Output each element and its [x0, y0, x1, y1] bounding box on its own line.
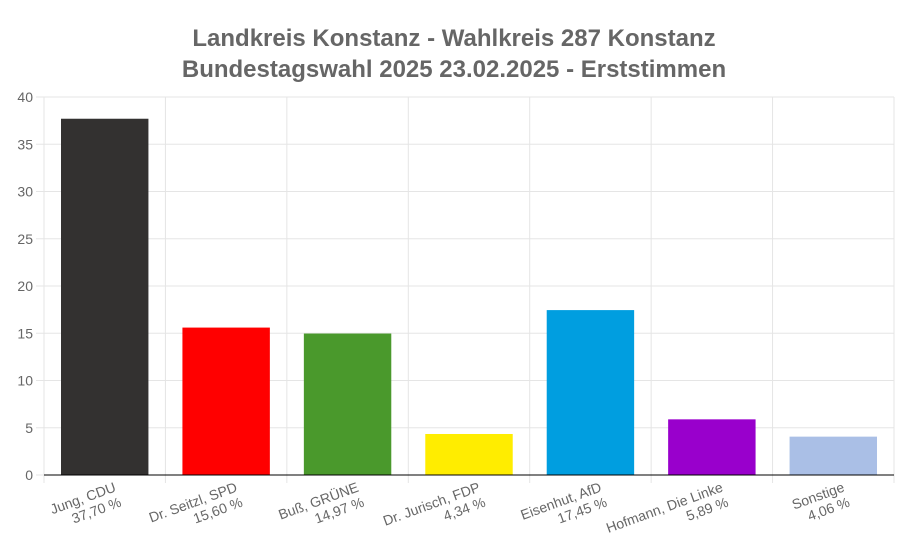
bars [61, 118, 877, 476]
x-category-label: Buß, GRÜNE14,97 % [276, 478, 366, 538]
x-category-label: Hofmann, Die Linke5,89 % [604, 479, 731, 551]
y-tick-label: 30 [17, 184, 33, 200]
y-tick-label: 0 [25, 467, 33, 483]
y-tick-label: 35 [17, 136, 33, 152]
y-axis-ticks: 0 5 10 15 20 25 30 35 40 [17, 89, 33, 483]
bar [668, 419, 756, 475]
x-category-label: Dr. Jurisch, FDP4,34 % [381, 479, 488, 544]
x-category-label: Eisenhut, AfD17,45 % [518, 479, 609, 538]
bar [61, 118, 149, 476]
x-category-label: Sonstige4,06 % [790, 479, 852, 528]
y-tick-label: 5 [25, 420, 33, 436]
y-tick-label: 10 [17, 373, 33, 389]
grid-lines [36, 96, 895, 483]
bar [303, 333, 392, 475]
y-tick-label: 15 [17, 325, 33, 341]
y-tick-label: 25 [17, 231, 33, 247]
x-category-label: Dr. Seitzl, SPD15,60 % [147, 479, 245, 541]
bar [546, 310, 635, 475]
x-category-label: Jung, CDU37,70 % [48, 479, 123, 532]
chart-title-line-2: Bundestagswahl 2025 23.02.2025 - Erststi… [182, 56, 726, 83]
y-tick-label: 20 [17, 278, 33, 294]
bar [425, 433, 513, 475]
x-axis-labels: Jung, CDU37,70 % Dr. Seitzl, SPD15,60 % Bu… [48, 478, 852, 551]
bar [789, 436, 877, 475]
y-tick-label: 40 [17, 89, 33, 105]
chart-title-line-1: Landkreis Konstanz - Wahlkreis 287 Konst… [192, 25, 715, 52]
bar [182, 327, 270, 475]
